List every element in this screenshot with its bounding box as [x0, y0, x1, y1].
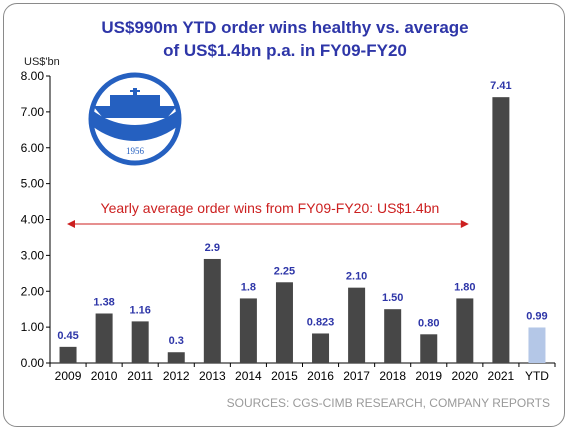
x-tick-label: 2011 [127, 369, 153, 383]
bar [528, 327, 546, 363]
y-tick-label: 8.00 [21, 69, 45, 83]
x-tick-label: 2016 [307, 369, 334, 383]
x-tick-label: 2010 [91, 369, 118, 383]
average-annotation-text: Yearly average order wins from FY09-FY20… [101, 200, 440, 216]
bar [384, 309, 402, 363]
data-label: 1.80 [454, 281, 475, 293]
data-label: 1.50 [382, 292, 403, 304]
x-tick-label: 2019 [415, 369, 442, 383]
bar [131, 321, 149, 363]
y-axis-unit-label: US$'bn [24, 56, 60, 68]
y-tick-label: 4.00 [21, 213, 45, 227]
y-tick-label: 5.00 [21, 177, 45, 191]
x-tick-label: 2018 [379, 369, 406, 383]
bar [95, 313, 113, 363]
data-label: 7.41 [490, 80, 511, 92]
arrow-head-right-icon [460, 220, 469, 228]
data-label: 0.823 [307, 316, 335, 328]
bar [239, 298, 257, 363]
x-tick-label: 2017 [343, 369, 370, 383]
bar [59, 346, 77, 363]
data-label: 0.3 [169, 335, 184, 347]
bar [275, 282, 293, 363]
data-label: 1.38 [93, 296, 114, 308]
bar [456, 298, 474, 363]
y-tick-label: 1.00 [21, 320, 45, 334]
data-label: 0.80 [418, 317, 439, 329]
x-tick-label: 2021 [488, 369, 515, 383]
data-label: 1.16 [129, 304, 150, 316]
x-tick-label: 2020 [451, 369, 478, 383]
data-label: 0.45 [57, 330, 78, 342]
source-note: SOURCES: CGS-CIMB RESEARCH, COMPANY REPO… [226, 396, 550, 410]
bar [420, 334, 438, 363]
data-label: 2.25 [274, 265, 295, 277]
chart-subtitle: of US$1.4bn p.a. in FY09-FY20 [163, 41, 407, 60]
x-tick-label: 2012 [163, 369, 190, 383]
chart-title: US$990m YTD order wins healthy vs. avera… [101, 18, 469, 37]
x-tick-label: 2015 [271, 369, 298, 383]
bar [312, 333, 330, 363]
data-label: 1.8 [241, 281, 256, 293]
bar [492, 97, 510, 363]
arrow-head-left-icon [67, 220, 75, 228]
y-tick-label: 3.00 [21, 248, 45, 262]
y-tick-label: 2.00 [21, 284, 45, 298]
y-tick-label: 6.00 [21, 141, 45, 155]
bar [167, 352, 185, 363]
x-tick-label: 2009 [55, 369, 82, 383]
bar [203, 258, 221, 363]
company-logo: 1956 [88, 72, 182, 166]
y-tick-label: 7.00 [21, 105, 45, 119]
x-tick-label: 2013 [199, 369, 226, 383]
data-label: 2.10 [346, 271, 367, 283]
bar [348, 287, 366, 363]
x-tick-label: YTD [525, 369, 549, 383]
data-label: 2.9 [205, 242, 220, 254]
x-tick-label: 2014 [235, 369, 262, 383]
y-tick-label: 0.00 [21, 356, 45, 370]
data-label: 0.99 [526, 310, 547, 322]
logo-year-text: 1956 [126, 146, 145, 156]
